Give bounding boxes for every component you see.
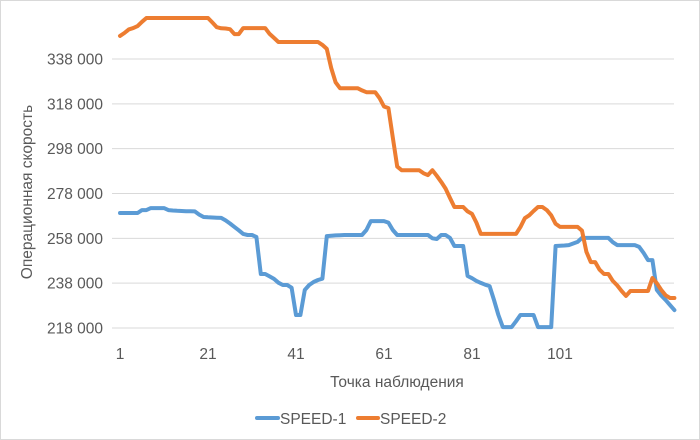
x-tick-label: 41: [287, 346, 304, 363]
series-lines: [118, 16, 677, 330]
y-axis-ticks: 218 000 238 000 258 000 278 000 298 000 318 0…: [47, 52, 103, 338]
y-tick-label: 218 000: [47, 321, 103, 338]
legend-item-speed-1[interactable]: SPEED-1: [255, 411, 346, 428]
series-line-speed-1: [118, 206, 677, 330]
series-line-speed-2: [118, 16, 677, 300]
x-axis-ticks: 1 21 41 61 81 101: [116, 346, 573, 363]
y-tick-label: 258 000: [47, 231, 103, 248]
gridlines: [112, 58, 674, 329]
legend-label-speed-1: SPEED-1: [280, 411, 346, 428]
x-tick-label: 101: [547, 346, 573, 363]
legend-item-speed-2[interactable]: SPEED-2: [356, 411, 446, 428]
y-tick-label: 298 000: [47, 141, 103, 158]
x-tick-label: 1: [116, 346, 125, 363]
legend-label-speed-2: SPEED-2: [380, 411, 446, 428]
y-axis-title: Операционная скорость: [19, 105, 36, 279]
x-tick-label: 81: [463, 346, 480, 363]
x-tick-label: 21: [199, 346, 216, 363]
x-tick-label: 61: [375, 346, 392, 363]
y-tick-label: 278 000: [47, 186, 103, 203]
x-axis-title: Точка наблюдения: [330, 374, 464, 391]
legend: SPEED-1 SPEED-2: [255, 411, 446, 428]
y-tick-label: 338 000: [47, 52, 103, 69]
y-tick-label: 238 000: [47, 276, 103, 293]
y-tick-label: 318 000: [47, 96, 103, 113]
